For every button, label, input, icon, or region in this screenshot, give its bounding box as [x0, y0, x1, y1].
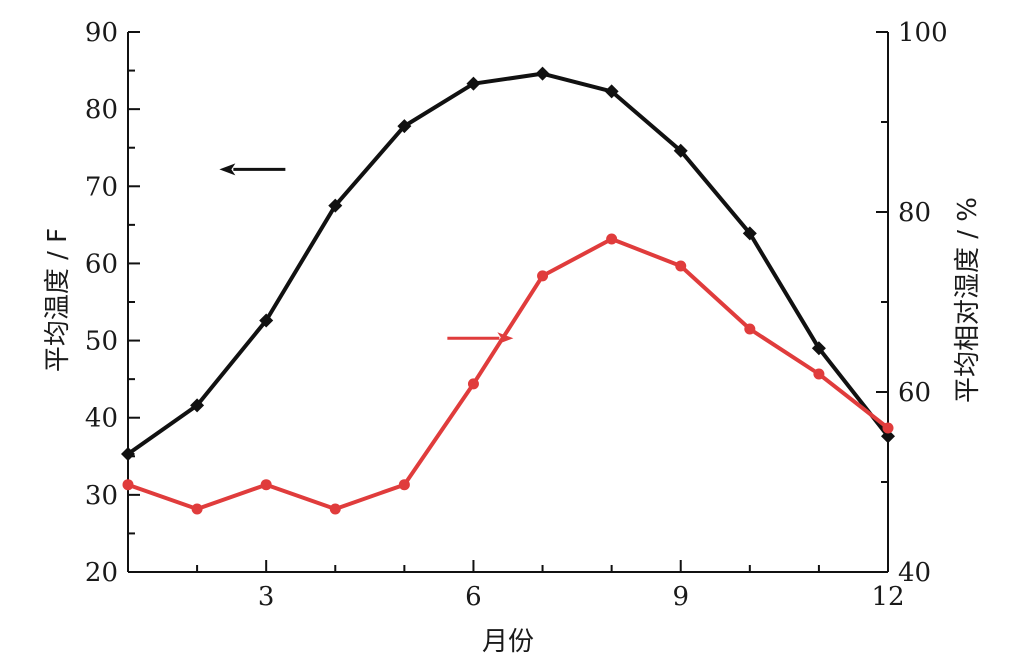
data-point — [604, 84, 619, 99]
series-line — [126, 71, 890, 456]
data-point — [882, 422, 894, 434]
annotation-layer — [219, 163, 514, 345]
data-point — [122, 479, 134, 491]
y-axis-title-right: 平均相对湿度 / % — [953, 197, 983, 403]
x-tick-label: 12 — [871, 582, 904, 612]
series-1 — [121, 66, 895, 461]
x-tick-label: 9 — [672, 582, 689, 612]
data-point — [398, 479, 410, 491]
series-2 — [122, 233, 894, 515]
data-point — [466, 76, 481, 91]
data-point — [606, 233, 618, 245]
y-tick-label-left: 30 — [85, 481, 118, 511]
arrow-head — [497, 332, 514, 345]
y-tick-label-left: 80 — [85, 95, 118, 125]
data-point — [673, 143, 688, 158]
data-point — [742, 226, 757, 241]
y-tick-label-left: 50 — [85, 327, 118, 357]
data-point — [329, 503, 341, 515]
data-point — [535, 66, 550, 81]
y-tick-label-right: 60 — [898, 378, 931, 408]
y-tick-label-left: 40 — [85, 404, 118, 434]
x-tick-label: 3 — [258, 582, 275, 612]
data-point — [881, 429, 895, 444]
data-point — [328, 198, 343, 213]
arrow-head — [219, 163, 236, 176]
arrow-left — [219, 163, 286, 176]
data-point — [813, 368, 825, 380]
y-axis-title-left: 平均温度 / F — [43, 228, 73, 372]
series-line — [127, 237, 890, 511]
y-tick-label-left: 70 — [85, 172, 118, 202]
y-tick-label-left: 90 — [85, 18, 118, 48]
axes: 3 6 9 12 20 30 40 50 60 70 80 90 40 60 80 100 — [85, 18, 948, 612]
data-point — [397, 119, 412, 134]
data-point — [537, 270, 549, 282]
data-point — [191, 503, 203, 515]
data-point — [259, 313, 274, 328]
arrow-right — [447, 332, 514, 345]
data-point — [121, 446, 135, 461]
y-tick-label-right: 80 — [898, 198, 931, 228]
y-tick-label-left: 60 — [85, 249, 118, 279]
data-point — [744, 323, 756, 335]
data-point — [190, 398, 205, 413]
data-point — [811, 341, 826, 356]
data-point — [467, 378, 479, 390]
y-tick-label-left: 20 — [85, 558, 118, 588]
data-point — [260, 479, 272, 491]
x-axis-title: 月份 — [482, 627, 534, 657]
y-tick-label-right: 40 — [898, 558, 931, 588]
x-tick-label: 6 — [465, 582, 482, 612]
series-layer — [121, 66, 895, 515]
data-point — [675, 260, 687, 272]
y-tick-label-right: 100 — [898, 18, 948, 48]
